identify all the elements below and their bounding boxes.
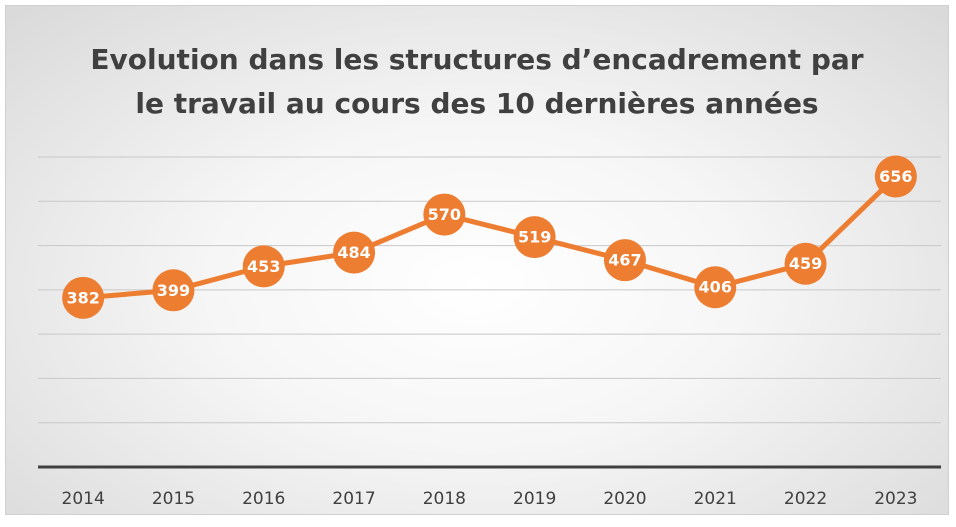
x-tick-label: 2016 — [242, 489, 285, 509]
x-tick-label: 2023 — [874, 489, 917, 509]
marker — [62, 276, 105, 319]
chart: Evolution dans les structures d’encadrem… — [5, 5, 949, 515]
x-tick-label: 2022 — [784, 489, 827, 509]
marker — [513, 216, 556, 259]
marker — [242, 245, 285, 288]
marker — [784, 242, 827, 285]
data-label: 570 — [428, 205, 461, 224]
x-tick-label: 2020 — [603, 489, 646, 509]
data-label: 467 — [608, 251, 641, 270]
marker — [152, 269, 195, 312]
marker — [874, 155, 917, 198]
marker — [333, 231, 376, 274]
chart-title: Evolution dans les structures d’encadrem… — [90, 43, 864, 120]
data-label: 519 — [518, 228, 551, 247]
x-tick-label: 2014 — [62, 489, 105, 509]
data-label: 399 — [157, 281, 190, 300]
marker — [603, 239, 646, 282]
x-tick-label: 2017 — [332, 489, 375, 509]
data-label: 656 — [879, 167, 912, 186]
data-label: 406 — [699, 278, 732, 297]
x-tick-label: 2019 — [513, 489, 556, 509]
line — [82, 174, 898, 301]
x-tick-label: 2018 — [423, 489, 466, 509]
plot: 2014 2015 2016 2017 2018 2019 2020 2021 2022 2023… — [38, 155, 941, 509]
data-label: 459 — [789, 254, 822, 273]
data-label: 453 — [247, 257, 280, 276]
data-label: 484 — [337, 243, 370, 262]
marker — [423, 193, 466, 236]
data-label: 382 — [66, 288, 99, 307]
x-tick-label: 2015 — [152, 489, 195, 509]
marker — [694, 266, 737, 309]
x-tick-label: 2021 — [694, 489, 737, 509]
